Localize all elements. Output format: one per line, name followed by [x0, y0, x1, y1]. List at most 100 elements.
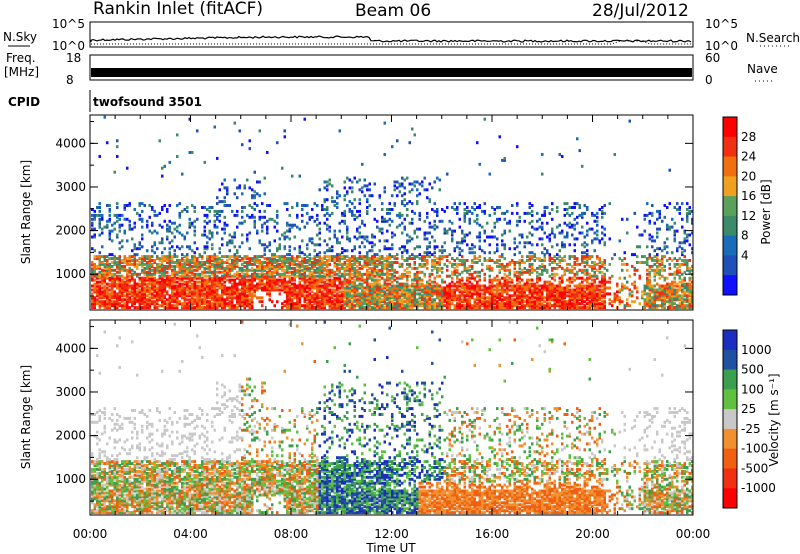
- data-cell: [306, 264, 309, 268]
- data-cell: [476, 274, 479, 278]
- data-cell: [206, 221, 209, 225]
- data-cell: [401, 255, 404, 259]
- data-cell: [246, 178, 249, 182]
- data-cell: [571, 298, 574, 302]
- data-cell: [323, 284, 326, 288]
- data-cell: [106, 141, 109, 145]
- data-cell: [201, 278, 204, 282]
- data-cell: [363, 262, 366, 266]
- data-cell: [133, 302, 136, 306]
- data-cell: [541, 288, 544, 292]
- data-cell: [453, 306, 456, 310]
- data-cell: [188, 288, 191, 292]
- data-cell: [243, 304, 246, 308]
- data-cell: [141, 255, 144, 259]
- data-cell: [473, 270, 476, 274]
- data-cell: [443, 229, 446, 233]
- data-cell: [196, 274, 199, 278]
- data-cell: [333, 288, 336, 292]
- data-cell: [526, 302, 529, 306]
- data-cell: [503, 264, 506, 268]
- data-cell: [561, 229, 564, 233]
- data-cell: [128, 290, 131, 294]
- data-cell: [271, 253, 274, 257]
- data-cell: [181, 292, 184, 296]
- data-cell: [548, 302, 551, 306]
- data-cell: [463, 239, 466, 243]
- data-cell: [308, 282, 311, 286]
- data-cell: [296, 294, 299, 298]
- data-cell: [573, 304, 576, 308]
- data-cell: [403, 304, 406, 308]
- data-cell: [416, 188, 419, 192]
- data-cell: [551, 298, 554, 302]
- data-cell: [371, 288, 374, 292]
- data-cell: [313, 268, 316, 272]
- data-cell: [171, 276, 174, 280]
- data-cell: [311, 270, 314, 274]
- data-cell: [133, 253, 136, 257]
- data-cell: [551, 208, 554, 211]
- data-cell: [503, 268, 506, 272]
- data-cell: [448, 261, 451, 264]
- data-cell: [203, 288, 206, 292]
- data-cell: [568, 298, 571, 302]
- data-cell: [208, 237, 211, 241]
- data-cell: [306, 290, 309, 294]
- data-cell: [406, 266, 409, 270]
- data-cell: [471, 211, 474, 215]
- data-cell: [203, 225, 206, 229]
- data-cell: [273, 255, 276, 259]
- data-cell: [533, 284, 536, 288]
- data-cell: [178, 300, 181, 304]
- data-cell: [496, 247, 499, 251]
- data-cell: [568, 206, 571, 209]
- data-cell: [283, 276, 286, 280]
- data-cell: [233, 235, 236, 239]
- data-cell: [231, 259, 234, 262]
- data-cell: [331, 211, 334, 215]
- data-cell: [138, 217, 141, 221]
- data-cell: [173, 288, 176, 292]
- data-cell: [568, 257, 571, 261]
- data-cell: [178, 292, 181, 296]
- data-cell: [368, 296, 371, 300]
- data-cell: [368, 188, 371, 192]
- data-cell: [538, 290, 541, 294]
- data-cell: [566, 223, 569, 227]
- data-cell: [466, 243, 469, 247]
- data-cell: [538, 266, 541, 270]
- data-cell: [223, 196, 226, 200]
- data-cell: [113, 261, 116, 264]
- data-cell: [566, 231, 569, 235]
- data-cell: [368, 270, 371, 274]
- data-cell: [343, 249, 346, 253]
- data-cell: [438, 284, 441, 288]
- data-cell: [136, 266, 139, 270]
- data-cell: [303, 286, 306, 290]
- data-cell: [161, 174, 164, 178]
- data-cell: [386, 262, 389, 266]
- data-cell: [461, 259, 464, 262]
- data-cell: [281, 302, 284, 306]
- data-cell: [561, 300, 564, 304]
- data-cell: [301, 272, 304, 276]
- data-cell: [368, 261, 371, 264]
- data-cell: [218, 294, 221, 298]
- data-cell: [326, 206, 329, 209]
- data-cell: [206, 294, 209, 298]
- data-cell: [173, 221, 176, 225]
- data-cell: [323, 257, 326, 261]
- data-cell: [398, 296, 401, 300]
- data-cell: [91, 262, 94, 266]
- data-cell: [476, 235, 479, 239]
- data-cell: [268, 274, 271, 278]
- data-cell: [133, 296, 136, 300]
- data-cell: [486, 304, 489, 308]
- data-cell: [383, 298, 386, 302]
- data-cell: [231, 284, 234, 288]
- data-cell: [216, 290, 219, 294]
- data-cell: [226, 272, 229, 276]
- data-cell: [116, 302, 119, 306]
- data-cell: [136, 296, 139, 300]
